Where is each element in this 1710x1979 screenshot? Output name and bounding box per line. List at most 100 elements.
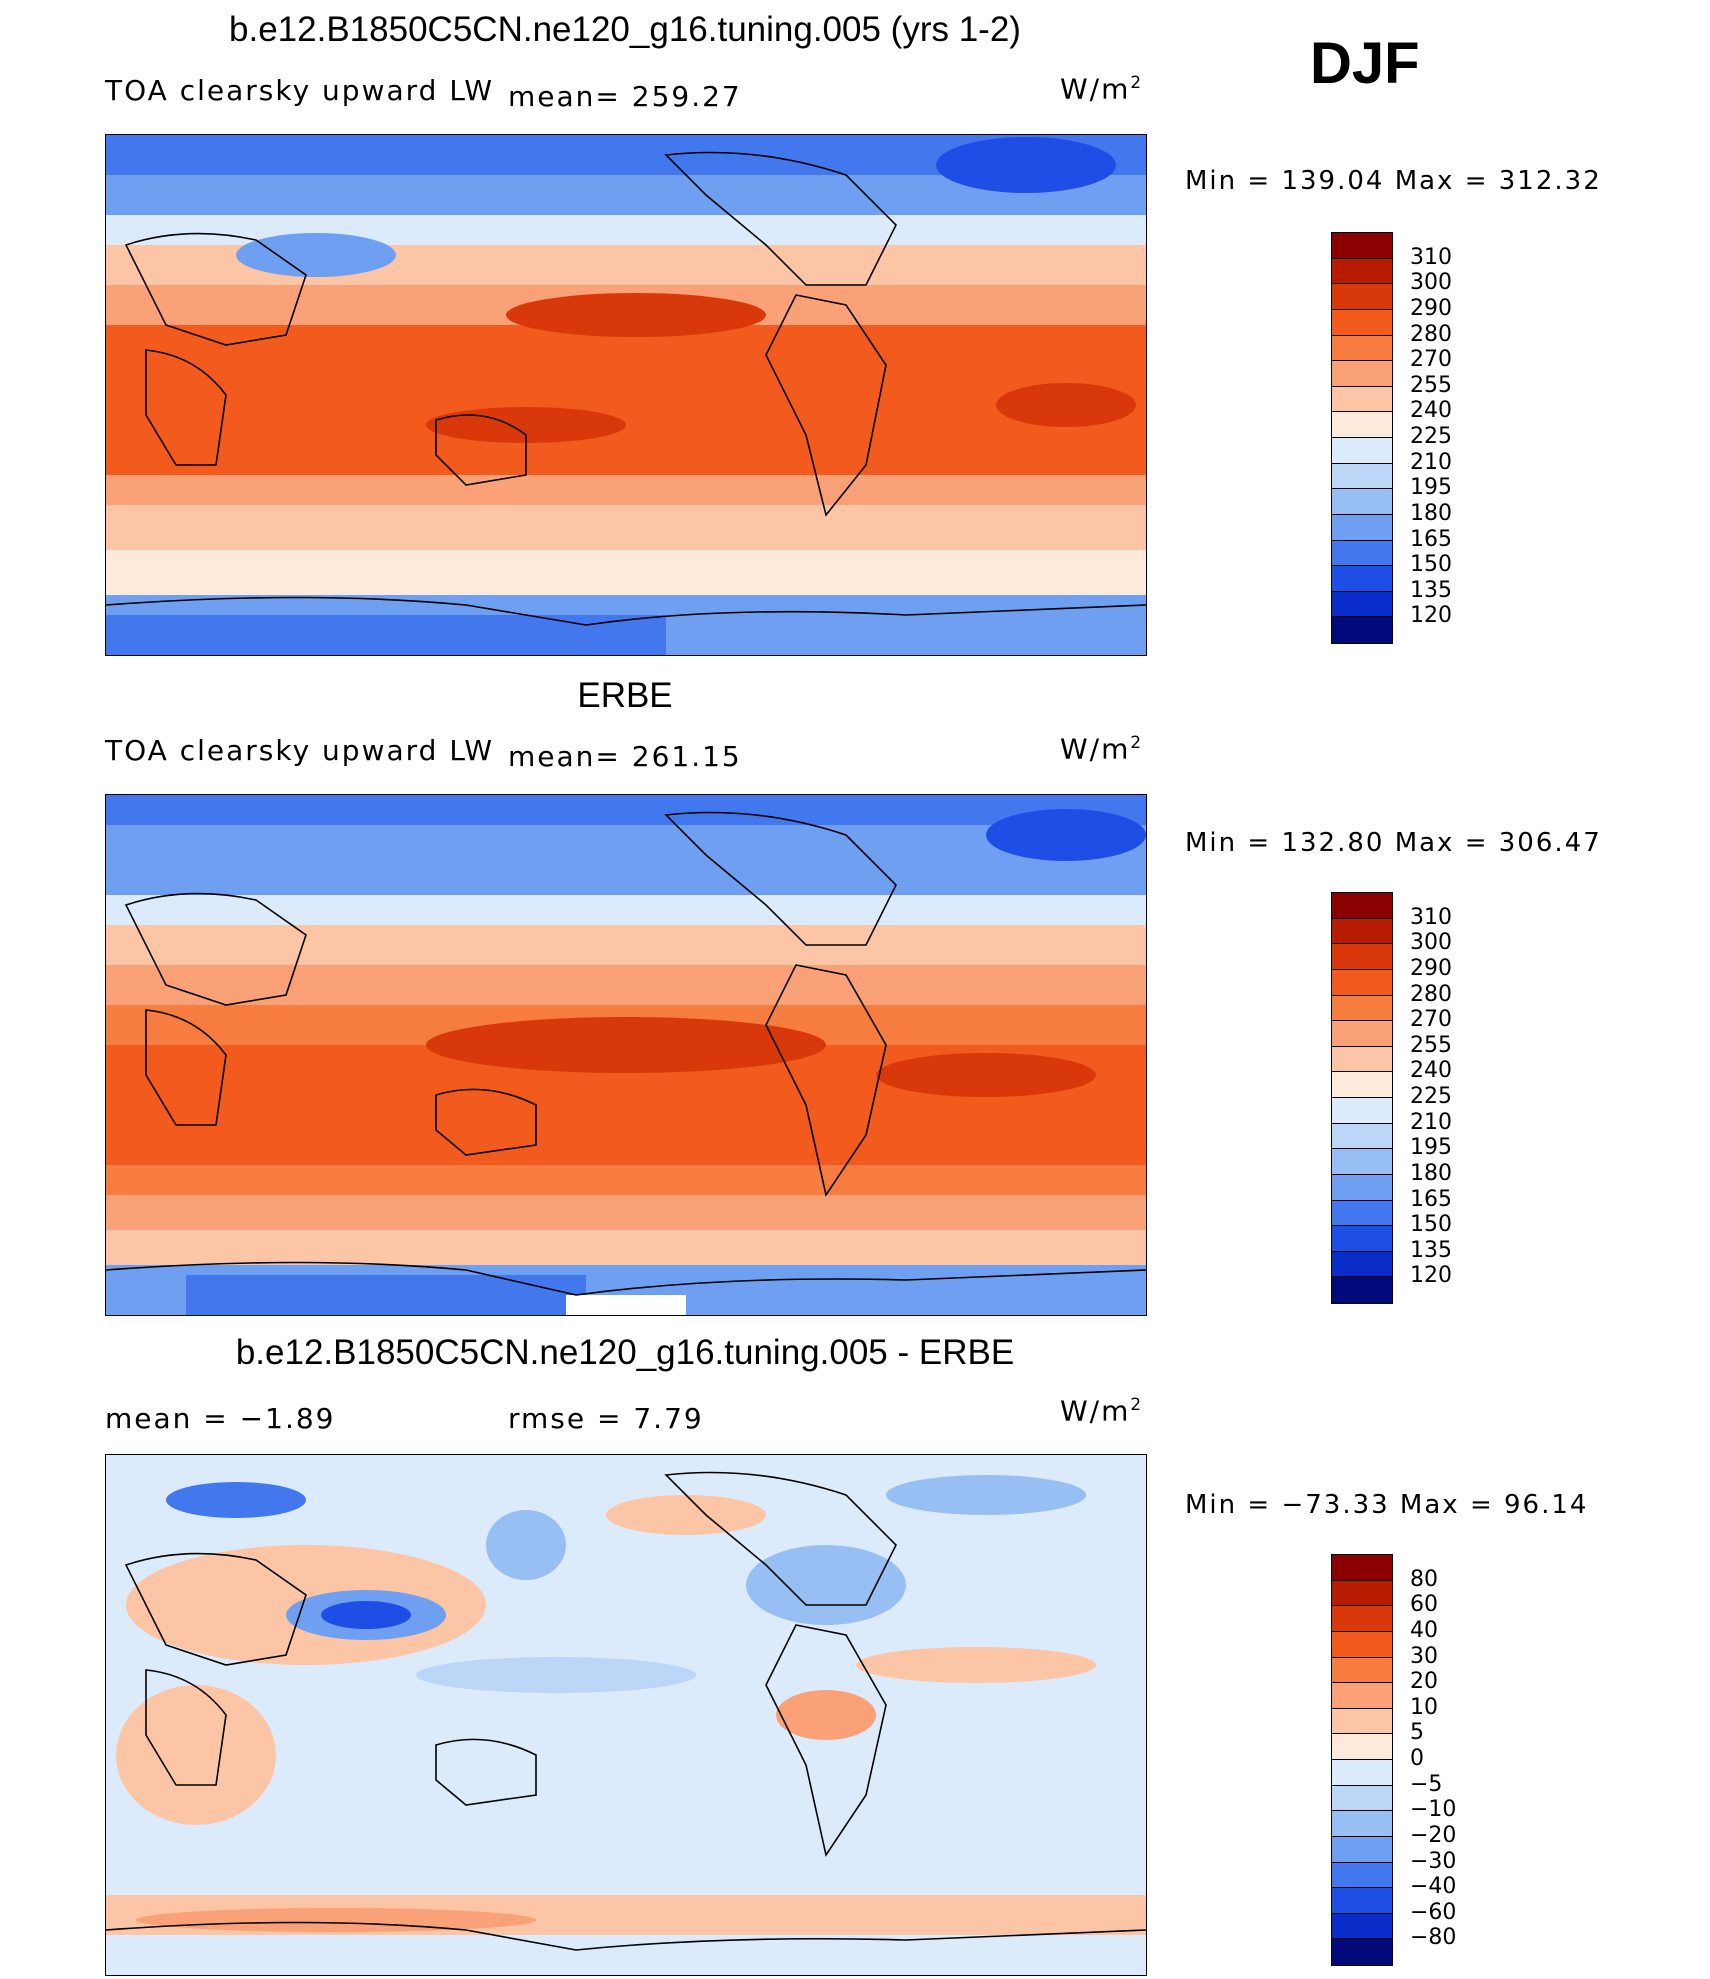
panel-1-colorbar-tick-label: 135 <box>1410 577 1452 603</box>
panel-3-mean: mean = −1.89 <box>105 1402 336 1435</box>
panel-1-colorbar-tick-label: 225 <box>1410 424 1452 449</box>
panel-2-colorbar-swatch <box>1332 1046 1392 1073</box>
panel-1-colorbar-swatch <box>1332 566 1392 592</box>
panel-2-colorbar-tick-label: 310 <box>1410 904 1452 930</box>
panel-3-colorbar-swatch <box>1332 1631 1392 1658</box>
panel-3-colorbar-tick-label: −20 <box>1410 1822 1457 1848</box>
panel-1-colorbar-tick-label: 210 <box>1410 449 1452 475</box>
panel-2-mean: mean= 261.15 <box>508 740 742 773</box>
panel-1-mean: mean= 259.27 <box>508 80 742 113</box>
panel-3-colorbar-tick-label: 60 <box>1410 1592 1438 1618</box>
panel-3-colorbar-tick-label: 40 <box>1410 1617 1438 1643</box>
panel-1-colorbar-swatch <box>1332 412 1392 438</box>
panel-3-colorbar-tick-label: 5 <box>1410 1720 1424 1746</box>
panel-3-colorbar-swatch <box>1332 1734 1392 1760</box>
panel-1-colorbar-tick-label: 165 <box>1410 526 1452 552</box>
panel-2-colorbar-tick-label: 120 <box>1410 1263 1452 1289</box>
panel-1-colorbar-swatch <box>1332 540 1392 567</box>
panel-1-colorbar-tick-label: 195 <box>1410 475 1452 501</box>
panel-2-colorbar-swatch <box>1332 1200 1392 1227</box>
panel-2-map-field <box>106 795 1146 1315</box>
panel-3-colorbar-swatch <box>1332 1888 1392 1914</box>
panel-1-colorbar-tick-label: 150 <box>1410 552 1452 578</box>
panel-2-colorbar-swatch <box>1332 1098 1392 1124</box>
panel-1-colorbar-tick-label: 120 <box>1410 603 1452 629</box>
panel-2-colorbar-tick-label: 240 <box>1410 1058 1452 1084</box>
panel-2-title: ERBE <box>577 676 673 715</box>
panel-3-colorbar-swatch <box>1332 1760 1392 1786</box>
panel-2-colorbar-swatch <box>1332 944 1392 970</box>
panel-3-rmse: rmse = 7.79 <box>508 1402 704 1435</box>
panel-1-colorbar-tick-label: 255 <box>1410 372 1452 398</box>
panel-3-colorbar-swatch <box>1332 1683 1392 1709</box>
panel-2-colorbar-tick-label: 255 <box>1410 1032 1452 1058</box>
panel-1-colorbar-swatch <box>1332 591 1392 618</box>
panel-1-units: W/m2 <box>1060 72 1144 106</box>
panel-1-colorbar-tick-label: 240 <box>1410 398 1452 424</box>
panel-3-colorbar-swatch <box>1332 1580 1392 1607</box>
panel-1-map <box>105 134 1147 656</box>
panel-1-colorbar-swatch <box>1332 489 1392 515</box>
panel-1-colorbar-tick-label: 180 <box>1410 500 1452 526</box>
panel-2-map <box>105 794 1147 1316</box>
panel-3-colorbar-swatch <box>1332 1555 1392 1581</box>
season-label: DJF <box>1310 31 1420 96</box>
panel-3-colorbar-tick-label: 0 <box>1410 1746 1424 1771</box>
panel-2-colorbar-swatch <box>1332 1072 1392 1098</box>
panel-3-colorbar-tick-label: −80 <box>1410 1925 1457 1951</box>
panel-2-colorbar-swatch <box>1332 1251 1392 1278</box>
panel-3-colorbar-swatch <box>1332 1657 1392 1684</box>
panel-2-colorbar-swatch <box>1332 969 1392 996</box>
panel-2-colorbar-tick-label: 270 <box>1410 1007 1452 1033</box>
panel-2-colorbar-swatch <box>1332 1021 1392 1047</box>
panel-3-colorbar-swatch <box>1332 1862 1392 1889</box>
panel-2-colorbar-tick-label: 225 <box>1410 1084 1452 1109</box>
panel-3-colorbar-swatch <box>1332 1836 1392 1863</box>
panel-3-colorbar-swatch <box>1332 1708 1392 1735</box>
panel-2-colorbar-tick-label: 280 <box>1410 981 1452 1007</box>
panel-2-minmax: Min = 132.80 Max = 306.47 <box>1185 828 1602 858</box>
panel-2-colorbar-swatch <box>1332 1226 1392 1252</box>
panel-2-variable-label: TOA clearsky upward LW <box>105 734 495 767</box>
panel-3-title: b.e12.B1850C5CN.ne120_g16.tuning.005 - E… <box>235 1333 1015 1372</box>
panel-1-minmax: Min = 139.04 Max = 312.32 <box>1185 166 1602 196</box>
panel-2-colorbar-swatch <box>1332 1123 1392 1150</box>
panel-1-colorbar-tick-label: 280 <box>1410 321 1452 347</box>
panel-3-map-field <box>106 1455 1146 1975</box>
panel-1-map-field <box>106 135 1146 655</box>
panel-3-units: W/m2 <box>1060 1394 1144 1428</box>
panel-2-colorbar-swatch <box>1332 1149 1392 1175</box>
panel-3-colorbar-tick-label: −60 <box>1410 1899 1457 1925</box>
panel-2-colorbar-tick-label: 210 <box>1410 1109 1452 1135</box>
panel-2-colorbar-tick-label: 290 <box>1410 955 1452 981</box>
panel-2-colorbar-swatch <box>1332 893 1392 919</box>
panel-1-colorbar-tick-label: 290 <box>1410 295 1452 321</box>
panel-3-colorbar-swatch <box>1332 1606 1392 1632</box>
panel-1-colorbar-swatch <box>1332 463 1392 490</box>
panel-3-colorbar-tick-label: 80 <box>1410 1566 1438 1592</box>
panel-2-colorbar-tick-label: 300 <box>1410 930 1452 956</box>
panel-1-colorbar-swatch <box>1332 438 1392 464</box>
panel-2-colorbar-tick-label: 135 <box>1410 1237 1452 1263</box>
panel-2-colorbar-swatch <box>1332 995 1392 1022</box>
panel-1-colorbar-swatch <box>1332 309 1392 336</box>
panel-1-colorbar-swatch <box>1332 514 1392 541</box>
panel-1-colorbar-swatch <box>1332 617 1392 643</box>
panel-3-minmax: Min = −73.33 Max = 96.14 <box>1185 1490 1589 1520</box>
panel-1-colorbar-swatch <box>1332 386 1392 413</box>
panel-3-colorbar-tick-label: 30 <box>1410 1643 1438 1669</box>
panel-1-colorbar <box>1331 232 1393 644</box>
panel-3-colorbar-swatch <box>1332 1939 1392 1965</box>
panel-1-colorbar-swatch <box>1332 258 1392 285</box>
panel-3-colorbar-tick-label: 20 <box>1410 1669 1438 1695</box>
panel-2-colorbar-swatch <box>1332 1174 1392 1201</box>
panel-1-colorbar-swatch <box>1332 233 1392 259</box>
panel-3-colorbar-tick-label: −5 <box>1410 1771 1443 1797</box>
panel-3-colorbar-swatch <box>1332 1785 1392 1812</box>
panel-3-colorbar-swatch <box>1332 1913 1392 1940</box>
panel-3-colorbar-tick-label: −30 <box>1410 1848 1457 1874</box>
panel-2-colorbar-tick-label: 195 <box>1410 1135 1452 1161</box>
panel-1-colorbar-swatch <box>1332 335 1392 362</box>
panel-1-variable-label: TOA clearsky upward LW <box>105 74 495 107</box>
panel-3-map <box>105 1454 1147 1976</box>
